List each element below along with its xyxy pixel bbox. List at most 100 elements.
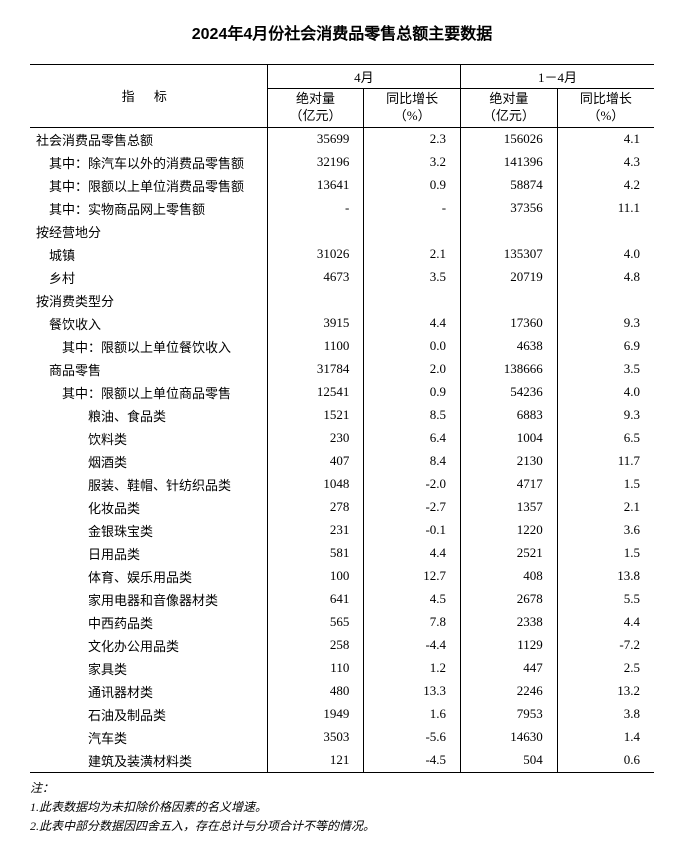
cell-b1 bbox=[461, 220, 558, 243]
cell-a1: 3503 bbox=[267, 726, 364, 749]
cell-a2: 8.4 bbox=[364, 450, 461, 473]
table-row: 化妆品类278-2.713572.1 bbox=[30, 496, 654, 519]
cell-b1 bbox=[461, 289, 558, 312]
header-period-b: 1－4月 bbox=[461, 65, 654, 89]
cell-b1: 504 bbox=[461, 749, 558, 773]
cell-a1: 641 bbox=[267, 588, 364, 611]
row-label: 其中：除汽车以外的消费品零售额 bbox=[30, 151, 267, 174]
cell-a1: 35699 bbox=[267, 127, 364, 151]
cell-a2: 2.3 bbox=[364, 127, 461, 151]
cell-a2: 1.6 bbox=[364, 703, 461, 726]
cell-a1: 480 bbox=[267, 680, 364, 703]
cell-a2: 0.9 bbox=[364, 381, 461, 404]
cell-b1: 17360 bbox=[461, 312, 558, 335]
cell-b2: 2.5 bbox=[557, 657, 654, 680]
row-label: 其中：实物商品网上零售额 bbox=[30, 197, 267, 220]
cell-b1: 1357 bbox=[461, 496, 558, 519]
cell-a1: 231 bbox=[267, 519, 364, 542]
row-label: 文化办公用品类 bbox=[30, 634, 267, 657]
cell-a2: 2.0 bbox=[364, 358, 461, 381]
cell-a1: 110 bbox=[267, 657, 364, 680]
row-label: 饮料类 bbox=[30, 427, 267, 450]
row-label: 按消费类型分 bbox=[30, 289, 267, 312]
row-label: 通讯器材类 bbox=[30, 680, 267, 703]
cell-b1: 20719 bbox=[461, 266, 558, 289]
table-row: 烟酒类4078.4213011.7 bbox=[30, 450, 654, 473]
cell-a2: 3.2 bbox=[364, 151, 461, 174]
cell-b1: 156026 bbox=[461, 127, 558, 151]
cell-b2 bbox=[557, 220, 654, 243]
table-row: 其中：实物商品网上零售额--3735611.1 bbox=[30, 197, 654, 220]
footnote-line: 2.此表中部分数据因四舍五入，存在总计与分项合计不等的情况。 bbox=[30, 817, 654, 836]
cell-a1: 31784 bbox=[267, 358, 364, 381]
cell-b1: 6883 bbox=[461, 404, 558, 427]
table-row: 体育、娱乐用品类10012.740813.8 bbox=[30, 565, 654, 588]
cell-a2: -4.5 bbox=[364, 749, 461, 773]
cell-b1: 14630 bbox=[461, 726, 558, 749]
cell-a1: 4673 bbox=[267, 266, 364, 289]
table-row: 服装、鞋帽、针纺织品类1048-2.047171.5 bbox=[30, 473, 654, 496]
cell-a1: 278 bbox=[267, 496, 364, 519]
cell-b2: 1.4 bbox=[557, 726, 654, 749]
cell-b2: 13.2 bbox=[557, 680, 654, 703]
table-row: 通讯器材类48013.3224613.2 bbox=[30, 680, 654, 703]
table-row: 饮料类2306.410046.5 bbox=[30, 427, 654, 450]
cell-a2: 12.7 bbox=[364, 565, 461, 588]
cell-b2: 4.8 bbox=[557, 266, 654, 289]
header-indicator: 指 标 bbox=[30, 65, 267, 128]
cell-a2: 0.0 bbox=[364, 335, 461, 358]
footnote-line: 1.此表数据均为未扣除价格因素的名义增速。 bbox=[30, 798, 654, 817]
cell-b2: 4.0 bbox=[557, 381, 654, 404]
cell-b1: 54236 bbox=[461, 381, 558, 404]
table-row: 文化办公用品类258-4.41129-7.2 bbox=[30, 634, 654, 657]
cell-b1: 4717 bbox=[461, 473, 558, 496]
cell-b1: 7953 bbox=[461, 703, 558, 726]
cell-b2: 2.1 bbox=[557, 496, 654, 519]
row-label: 化妆品类 bbox=[30, 496, 267, 519]
cell-b2: 4.4 bbox=[557, 611, 654, 634]
cell-b2: 9.3 bbox=[557, 312, 654, 335]
cell-b2: 4.1 bbox=[557, 127, 654, 151]
row-label: 乡村 bbox=[30, 266, 267, 289]
cell-b2: 4.2 bbox=[557, 174, 654, 197]
header-period-a: 4月 bbox=[267, 65, 460, 89]
cell-a2: -5.6 bbox=[364, 726, 461, 749]
cell-a1: 31026 bbox=[267, 243, 364, 266]
cell-b2: 4.3 bbox=[557, 151, 654, 174]
cell-b1: 135307 bbox=[461, 243, 558, 266]
cell-a1: 565 bbox=[267, 611, 364, 634]
cell-a2: 0.9 bbox=[364, 174, 461, 197]
cell-b1: 2521 bbox=[461, 542, 558, 565]
table-row: 按经营地分 bbox=[30, 220, 654, 243]
cell-a1: 581 bbox=[267, 542, 364, 565]
row-label: 其中：限额以上单位消费品零售额 bbox=[30, 174, 267, 197]
cell-a2 bbox=[364, 289, 461, 312]
table-row: 其中：限额以上单位商品零售125410.9542364.0 bbox=[30, 381, 654, 404]
cell-b1: 58874 bbox=[461, 174, 558, 197]
row-label: 中西药品类 bbox=[30, 611, 267, 634]
cell-a2: 2.1 bbox=[364, 243, 461, 266]
table-row: 其中：除汽车以外的消费品零售额321963.21413964.3 bbox=[30, 151, 654, 174]
row-label: 金银珠宝类 bbox=[30, 519, 267, 542]
cell-b2: 3.5 bbox=[557, 358, 654, 381]
table-row: 建筑及装潢材料类121-4.55040.6 bbox=[30, 749, 654, 773]
cell-a1: 121 bbox=[267, 749, 364, 773]
table-row: 商品零售317842.01386663.5 bbox=[30, 358, 654, 381]
cell-a1: 1521 bbox=[267, 404, 364, 427]
cell-a2: 6.4 bbox=[364, 427, 461, 450]
row-label: 商品零售 bbox=[30, 358, 267, 381]
row-label: 社会消费品零售总额 bbox=[30, 127, 267, 151]
cell-a1: 230 bbox=[267, 427, 364, 450]
cell-b2: 1.5 bbox=[557, 542, 654, 565]
cell-a2: 8.5 bbox=[364, 404, 461, 427]
row-label: 烟酒类 bbox=[30, 450, 267, 473]
table-row: 金银珠宝类231-0.112203.6 bbox=[30, 519, 654, 542]
cell-b2: 5.5 bbox=[557, 588, 654, 611]
cell-b1: 1220 bbox=[461, 519, 558, 542]
cell-a1: 100 bbox=[267, 565, 364, 588]
cell-b2: 6.5 bbox=[557, 427, 654, 450]
cell-b1: 447 bbox=[461, 657, 558, 680]
row-label: 日用品类 bbox=[30, 542, 267, 565]
cell-a2: -4.4 bbox=[364, 634, 461, 657]
page-title: 2024年4月份社会消费品零售总额主要数据 bbox=[30, 20, 654, 44]
